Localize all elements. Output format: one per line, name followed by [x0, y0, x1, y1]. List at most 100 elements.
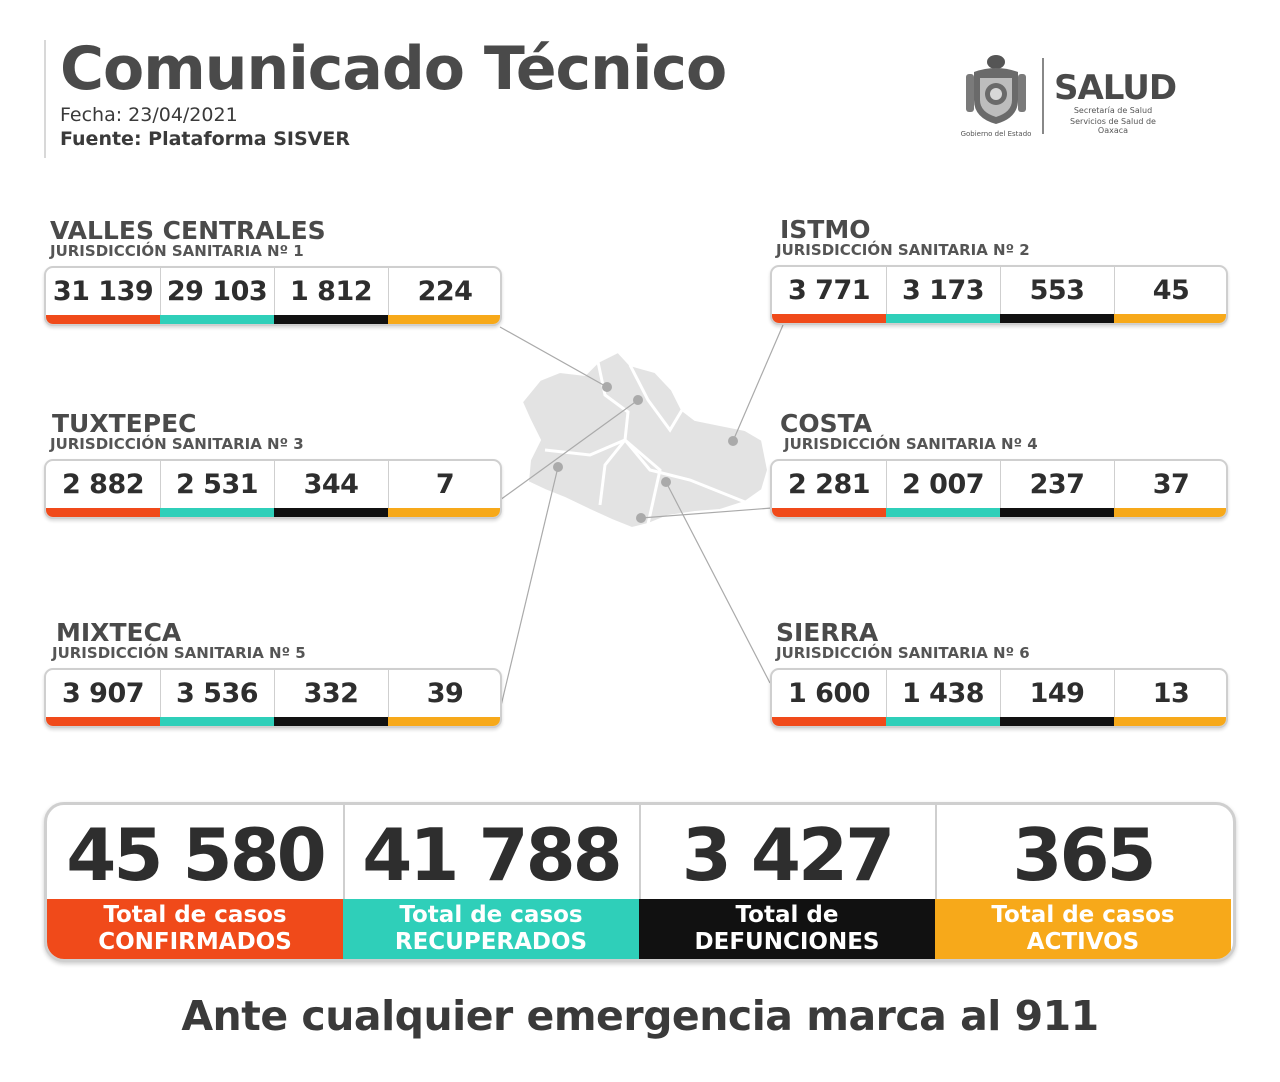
state-outline-shape [520, 350, 770, 530]
region-stats: 2 882 2 531 344 7 [44, 459, 502, 519]
region-name: COSTA [780, 409, 873, 438]
confirmed-value: 31 139 [52, 276, 154, 307]
active-bar [388, 717, 500, 726]
total-deaths-label-2: DEFUNCIONES [694, 929, 880, 955]
confirmed-bar [46, 315, 160, 324]
total-active: 365 Total de casos ACTIVOS [935, 805, 1231, 959]
confirmed-cell: 2 281 [772, 461, 887, 517]
mixteca-marker [553, 462, 563, 472]
region-stats: 2 281 2 007 237 37 [770, 459, 1228, 519]
region-name: MIXTECA [56, 618, 182, 647]
deaths-cell: 149 [1000, 670, 1115, 726]
recovered-cell: 1 438 [886, 670, 1001, 726]
active-bar [1114, 717, 1226, 726]
deaths-bar [1000, 717, 1114, 726]
page-title: Comunicado Técnico [60, 34, 727, 104]
region-stats: 31 139 29 103 1 812 224 [44, 266, 502, 326]
deaths-bar [1000, 314, 1114, 323]
deaths-value: 332 [303, 678, 359, 709]
active-value: 45 [1152, 275, 1190, 306]
deaths-value: 149 [1029, 678, 1085, 709]
confirmed-bar [772, 508, 886, 517]
deaths-value: 1 812 [289, 276, 373, 307]
total-active-label: Total de casos ACTIVOS [935, 899, 1231, 959]
recovered-cell: 3 536 [160, 670, 275, 726]
salud-brand: SALUD [1054, 68, 1177, 108]
region-name: VALLES CENTRALES [50, 216, 326, 245]
total-deaths-value: 3 427 [681, 813, 895, 897]
confirmed-cell: 3 907 [46, 670, 161, 726]
recovered-bar [160, 315, 274, 324]
confirmed-bar [46, 717, 160, 726]
active-cell: 7 [388, 461, 500, 517]
recovered-cell: 3 173 [886, 267, 1001, 323]
deaths-cell: 237 [1000, 461, 1115, 517]
totals-panel: 45 580 Total de casos CONFIRMADOS 41 788… [44, 802, 1236, 962]
total-confirmed-value: 45 580 [66, 813, 327, 897]
confirmed-cell: 2 882 [46, 461, 161, 517]
header-divider [44, 40, 46, 158]
active-value: 224 [417, 276, 473, 307]
deaths-bar [274, 315, 388, 324]
region-stats: 3 771 3 173 553 45 [770, 265, 1228, 325]
deaths-cell: 344 [274, 461, 389, 517]
active-value: 7 [435, 469, 455, 500]
active-cell: 39 [388, 670, 500, 726]
region-jurisdiction: JURISDICCIÓN SANITARIA Nº 1 [50, 242, 304, 260]
recovered-value: 3 536 [175, 678, 259, 709]
recovered-cell: 2 007 [886, 461, 1001, 517]
confirmed-cell: 1 600 [772, 670, 887, 726]
recovered-bar [886, 717, 1000, 726]
recovered-value: 29 103 [166, 276, 268, 307]
recovered-cell: 29 103 [160, 268, 275, 324]
total-confirmed-label-2: CONFIRMADOS [98, 929, 292, 955]
confirmed-bar [772, 717, 886, 726]
active-value: 13 [1152, 678, 1190, 709]
total-deaths: 3 427 Total de DEFUNCIONES [639, 805, 937, 959]
active-value: 37 [1152, 469, 1190, 500]
recovered-bar [886, 508, 1000, 517]
active-bar [388, 508, 500, 517]
region-stats: 3 907 3 536 332 39 [44, 668, 502, 728]
government-label: Gobierno del Estado [960, 130, 1032, 138]
sierra-marker [661, 477, 671, 487]
recovered-bar [160, 508, 274, 517]
deaths-bar [274, 717, 388, 726]
total-recovered-value: 41 788 [362, 813, 623, 897]
deaths-cell: 332 [274, 670, 389, 726]
region-name: TUXTEPEC [52, 409, 197, 438]
region-jurisdiction: JURISDICCIÓN SANITARIA Nº 3 [50, 435, 304, 453]
recovered-cell: 2 531 [160, 461, 275, 517]
deaths-value: 237 [1029, 469, 1085, 500]
total-recovered-label-2: RECUPERADOS [394, 929, 588, 955]
salud-logo: Gobierno del Estado SALUD Secretaría de … [956, 50, 1177, 146]
report-source: Fuente: Plataforma SISVER [60, 128, 350, 150]
region-stats: 1 600 1 438 149 13 [770, 668, 1228, 728]
confirmed-bar [46, 508, 160, 517]
confirmed-value: 2 882 [61, 469, 145, 500]
confirmed-cell: 31 139 [46, 268, 161, 324]
deaths-cell: 1 812 [274, 268, 389, 324]
report-date: Fecha: 23/04/2021 [60, 104, 238, 126]
confirmed-value: 1 600 [787, 678, 871, 709]
region-jurisdiction: JURISDICCIÓN SANITARIA Nº 6 [776, 644, 1030, 662]
deaths-value: 344 [303, 469, 359, 500]
costa-marker [636, 513, 646, 523]
active-bar [1114, 314, 1226, 323]
total-deaths-label-1: Total de [735, 902, 839, 928]
total-confirmed: 45 580 Total de casos CONFIRMADOS [47, 805, 345, 959]
total-recovered: 41 788 Total de casos RECUPERADOS [343, 805, 641, 959]
tuxtepec-marker [633, 395, 643, 405]
deaths-value: 553 [1029, 275, 1085, 306]
oaxaca-seal-icon [966, 55, 1026, 124]
deaths-bar [1000, 508, 1114, 517]
total-confirmed-label: Total de casos CONFIRMADOS [47, 899, 343, 959]
total-active-value: 365 [1012, 813, 1156, 897]
recovered-bar [160, 717, 274, 726]
total-recovered-label-1: Total de casos [399, 902, 583, 928]
active-cell: 37 [1114, 461, 1226, 517]
recovered-value: 2 531 [175, 469, 259, 500]
region-jurisdiction: JURISDICCIÓN SANITARIA Nº 2 [776, 241, 1030, 259]
deaths-bar [274, 508, 388, 517]
total-recovered-label: Total de casos RECUPERADOS [343, 899, 639, 959]
